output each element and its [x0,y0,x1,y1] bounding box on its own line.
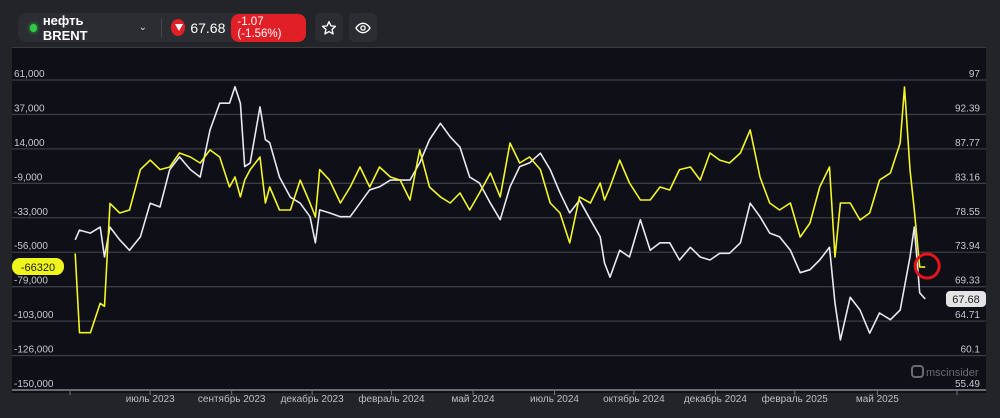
x-axis-tick-label: июль 2024 [530,394,579,405]
left-value-badge-text: -66320 [21,262,55,274]
right-axis-tick-label: 55.49 [955,379,980,390]
current-price: 67.68 [190,19,226,36]
chart-panel [12,47,986,393]
right-value-badge [946,290,986,307]
left-axis-tick-label: -150,000 [14,379,54,390]
x-axis-tick-label: февраль 2025 [762,393,829,405]
arrow-down-icon [170,19,186,36]
left-axis-tick-label: 37,000 [14,103,45,114]
right-axis-tick-label: 97 [969,69,981,80]
x-axis-tick-label: май 2025 [856,394,899,405]
x-axis-tick-label: октябрь 2024 [603,393,665,405]
x-axis-tick-label: декабрь 2023 [281,393,345,405]
instrument-name: нефть BRENT [42,12,88,43]
x-axis-tick-label: май 2024 [451,394,494,405]
watch-button[interactable] [349,13,377,42]
x-axis-tick-label: июль 2023 [126,394,175,405]
left-axis-tick-label: 61,000 [14,69,45,80]
right-axis-tick-label: 87.77 [955,138,980,149]
left-axis-tick-label: -56,000 [14,241,48,252]
right-axis-tick-label: 64.71 [955,310,980,321]
highlight-circle [913,252,941,280]
status-dot-icon [30,23,37,32]
right-axis-tick-label: 69.33 [955,276,980,287]
left-axis-tick-label: -79,000 [14,276,48,287]
right-axis-tick-label: 78.55 [955,207,980,218]
price-change-badge: -1.07 (-1.56%) [231,13,306,42]
divider [161,17,162,38]
x-axis-tick-label: декабрь 2024 [684,393,748,405]
positions-series-line [74,86,926,334]
right-value-badge-text: 67.68 [952,294,980,306]
instrument-selector[interactable]: нефть BRENT ⌄ 67.68 -1.07 (-1.56%) [18,12,306,43]
left-axis-tick-label: 14,000 [14,138,45,149]
left-axis-tick-label: -103,000 [14,310,54,321]
left-axis-tick-label: -9,000 [14,172,43,183]
left-value-badge [12,258,64,276]
x-axis-tick-label: февраль 2024 [358,393,425,405]
favorite-button[interactable] [315,13,343,42]
price-series-line [74,85,926,341]
left-axis-tick-label: -126,000 [14,345,54,356]
right-axis-tick-label: 73.94 [955,241,980,252]
right-axis-tick-label: 60.1 [961,345,981,356]
watermark-logo-icon [911,365,924,378]
x-axis-tick-label: сентябрь 2023 [198,393,266,405]
chevron-down-icon[interactable]: ⌄ [138,22,148,33]
star-icon [321,20,337,35]
left-axis-tick-label: -33,000 [14,207,48,218]
right-axis-tick-label: 83.16 [955,172,980,183]
eye-icon [355,22,371,33]
watermark-text: mscinsider [926,367,979,379]
right-axis-tick-label: 92.39 [955,103,980,114]
